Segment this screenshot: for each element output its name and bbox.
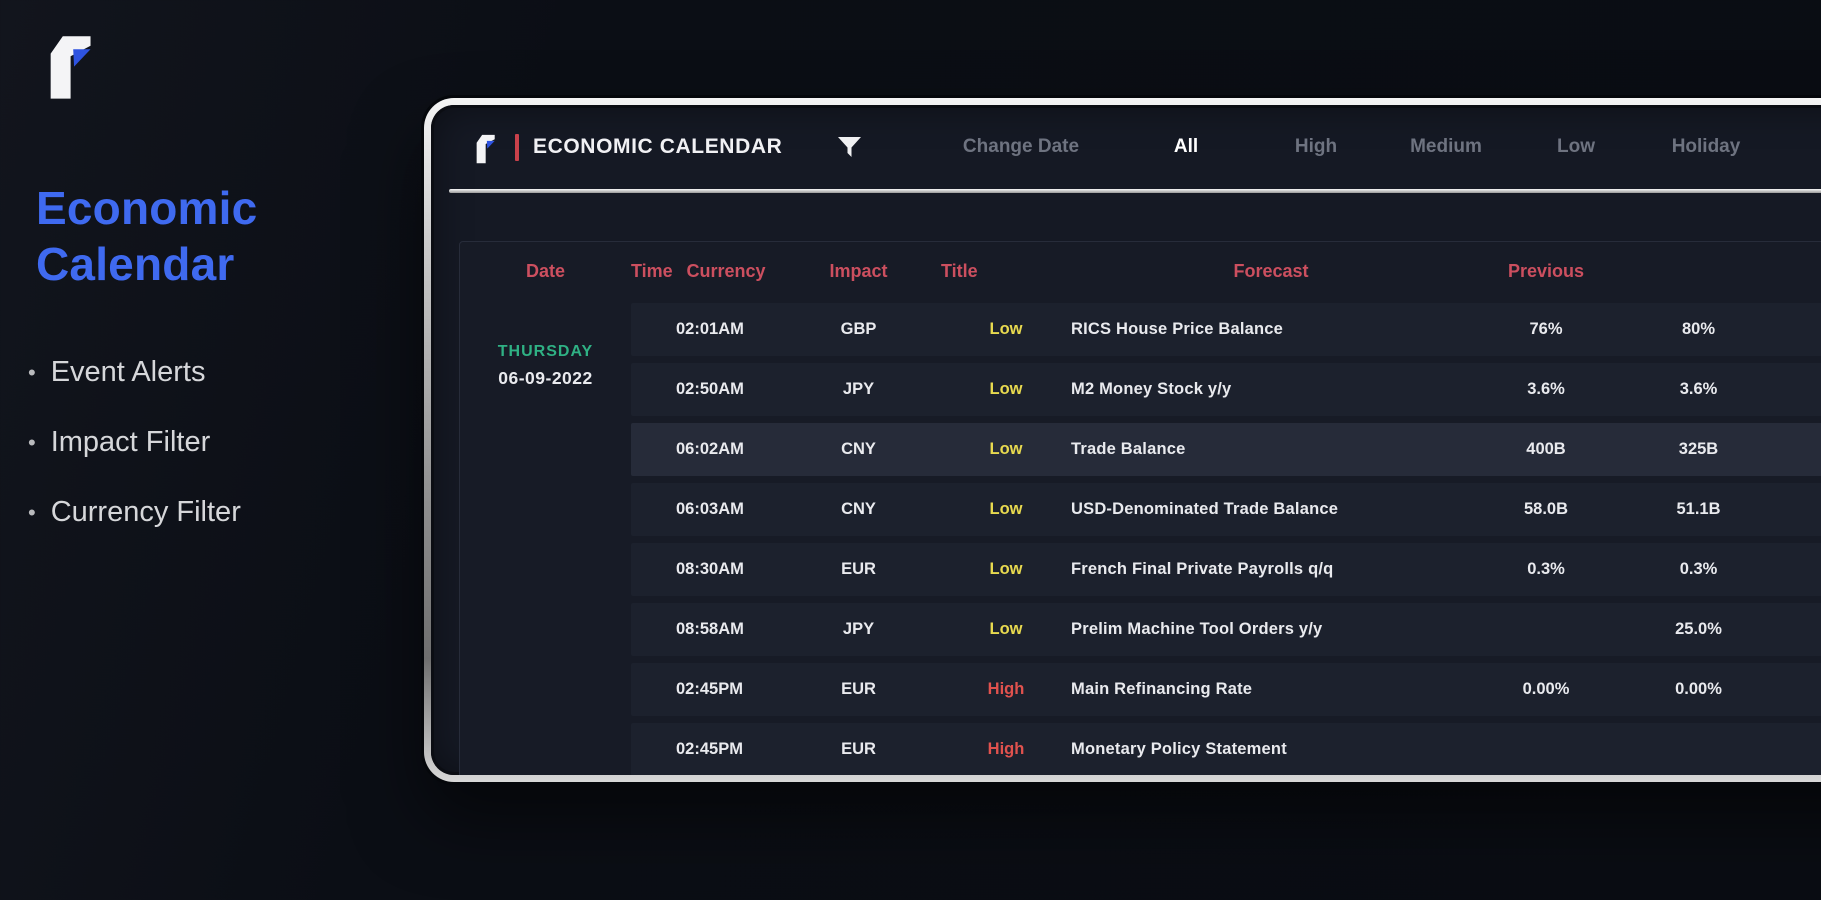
event-time: 08:58AM [676, 620, 744, 638]
filter-tab[interactable]: Low [1557, 136, 1595, 157]
page-title: Economic Calendar [36, 182, 258, 291]
event-previous: 80% [1681, 320, 1716, 338]
events-table: Date Time Currency Impact Title Forecast… [459, 241, 1821, 775]
event-time: 08:30AM [676, 560, 744, 578]
event-impact-badge: Low [989, 620, 1023, 638]
column-header: Previous [1507, 260, 1585, 281]
column-header: Impact [829, 260, 888, 281]
event-previous: 325B [1678, 440, 1719, 458]
feature-label: Currency Filter [50, 496, 241, 528]
event-title: Prelim Machine Tool Orders y/y [1071, 620, 1323, 638]
event-row[interactable]: 02:45PM EUR High Main Refinancing Rate 0… [631, 663, 1821, 716]
event-currency: JPY [842, 380, 875, 398]
feature-list: • Event Alerts • Impact Filter • Currenc… [28, 356, 241, 566]
event-previous: 0.00% [1675, 680, 1722, 698]
app-logo-icon [476, 134, 495, 163]
event-currency: EUR [841, 560, 876, 578]
event-time: 06:03AM [676, 500, 744, 518]
event-currency: JPY [842, 620, 875, 638]
app-header: ECONOMIC CALENDAR Change Date All High M… [431, 105, 1821, 189]
brand-logo-icon [50, 36, 91, 99]
filter-tab[interactable]: All [1173, 136, 1199, 157]
event-time: 02:50AM [676, 380, 744, 398]
event-row[interactable]: 02:50AM JPY Low M2 Money Stock y/y 3.6% … [631, 363, 1821, 416]
date-label: 06-09-2022 [498, 368, 593, 388]
bullet-icon: • [28, 359, 36, 385]
column-header: Date [525, 260, 565, 281]
event-time: 02:01AM [676, 320, 744, 338]
event-currency: CNY [841, 440, 876, 458]
event-currency: EUR [841, 680, 876, 698]
event-impact-badge: Low [989, 320, 1023, 338]
event-previous: 0.3% [1679, 560, 1718, 578]
event-row[interactable]: 08:58AM JPY Low Prelim Machine Tool Orde… [631, 603, 1821, 656]
event-row[interactable]: 08:30AM EUR Low French Final Private Pay… [631, 543, 1821, 596]
event-title: Trade Balance [1071, 440, 1186, 458]
event-currency: GBP [840, 320, 877, 338]
date-group: THURSDAY 06-09-2022 [460, 303, 631, 389]
event-title: M2 Money Stock y/y [1071, 380, 1232, 398]
event-title: USD-Denominated Trade Balance [1071, 500, 1339, 518]
event-forecast: 76% [1529, 320, 1563, 338]
event-impact-badge: Low [989, 560, 1023, 578]
event-previous: 3.6% [1679, 380, 1718, 398]
event-row[interactable]: 06:02AM CNY Low Trade Balance 400B 325B [631, 423, 1821, 476]
event-impact-badge: Low [989, 380, 1023, 398]
device-frame: ECONOMIC CALENDAR Change Date All High M… [424, 98, 1821, 782]
event-previous: 25.0% [1675, 620, 1722, 638]
event-forecast: 58.0B [1523, 500, 1569, 518]
feature-label: Impact Filter [50, 426, 211, 458]
event-impact-badge: High [987, 740, 1025, 758]
filter-tab[interactable]: High [1294, 136, 1338, 157]
event-currency: CNY [841, 500, 876, 518]
header-divider [449, 189, 1821, 193]
filter-funnel-icon[interactable] [838, 136, 862, 158]
weekday-label: THURSDAY [497, 343, 594, 360]
event-currency: EUR [841, 740, 876, 758]
event-rows: 02:01AM GBP Low RICS House Price Balance… [631, 303, 1821, 775]
event-row[interactable]: 06:03AM CNY Low USD-Denominated Trade Ba… [631, 483, 1821, 536]
table-column-headers: Date Time Currency Impact Title Forecast… [460, 242, 1821, 300]
column-header: Title [941, 260, 978, 281]
event-title: Main Refinancing Rate [1071, 680, 1253, 698]
event-time: 02:45PM [676, 740, 743, 758]
event-title: RICS House Price Balance [1071, 320, 1284, 338]
feature-item: • Currency Filter [28, 496, 241, 529]
bullet-icon: • [28, 499, 36, 525]
event-impact-badge: Low [989, 440, 1023, 458]
event-forecast: 400B [1526, 440, 1566, 458]
event-forecast: 0.3% [1527, 560, 1565, 578]
impact-filter-tabs: All High Medium Low Holiday [1121, 105, 1771, 189]
event-title: French Final Private Payrolls q/q [1071, 560, 1334, 578]
column-header: Time [631, 260, 673, 281]
event-previous: 51.1B [1676, 500, 1721, 518]
filter-tab[interactable]: Medium [1410, 136, 1482, 157]
change-date-button[interactable]: Change Date [962, 136, 1080, 157]
event-forecast: 3.6% [1527, 380, 1565, 398]
event-row[interactable]: 02:45PM EUR High Monetary Policy Stateme… [631, 723, 1821, 775]
feature-label: Event Alerts [50, 356, 206, 388]
event-forecast: 0.00% [1522, 680, 1570, 698]
event-time: 06:02AM [676, 440, 744, 458]
filter-tab[interactable]: Holiday [1671, 136, 1741, 157]
event-row[interactable]: 02:01AM GBP Low RICS House Price Balance… [631, 303, 1821, 356]
bullet-icon: • [28, 429, 36, 455]
event-title: Monetary Policy Statement [1071, 740, 1287, 758]
column-header: Currency [686, 260, 766, 281]
title-accent-bar [515, 133, 519, 161]
feature-item: • Impact Filter [28, 426, 241, 459]
feature-item: • Event Alerts [28, 356, 241, 389]
column-header: Forecast [1233, 260, 1309, 281]
event-time: 02:45PM [676, 680, 743, 698]
device-screen: ECONOMIC CALENDAR Change Date All High M… [431, 105, 1821, 775]
event-impact-badge: Low [989, 500, 1023, 518]
event-impact-badge: High [987, 680, 1025, 698]
app-title: ECONOMIC CALENDAR [533, 135, 783, 158]
